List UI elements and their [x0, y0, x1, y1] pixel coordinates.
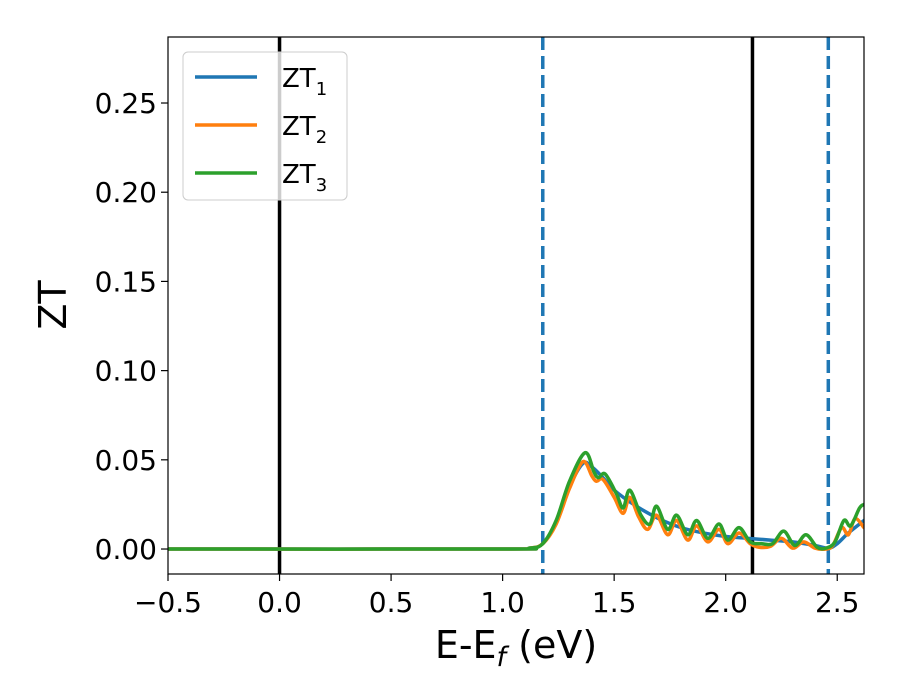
series-line-zt3: [168, 450, 864, 551]
x-tick-label: 1.0: [480, 586, 525, 619]
legend-label: ZT1: [282, 64, 327, 100]
y-tick-label: 0.15: [95, 265, 157, 298]
legend-label: ZT2: [282, 112, 327, 148]
y-tick-label: 0.20: [95, 176, 157, 209]
x-tick-label: −0.5: [134, 586, 202, 619]
x-axis-label: E-Ef (eV): [435, 623, 597, 673]
y-tick-label: 0.00: [95, 533, 157, 566]
y-axis-label: ZT: [31, 280, 75, 330]
series-line-zt2: [168, 459, 864, 551]
x-tick-label: 2.5: [815, 586, 860, 619]
x-tick-label: 1.5: [592, 586, 637, 619]
plot-frame: [167, 36, 865, 575]
legend-label: ZT3: [282, 160, 327, 196]
legend-box: [182, 51, 348, 201]
y-tick-label: 0.05: [95, 444, 157, 477]
x-tick-label: 0.5: [369, 586, 414, 619]
legend: ZT1 ZT2 ZT3: [182, 51, 348, 201]
x-tick-label: 0.0: [257, 586, 302, 619]
y-tick-label: 0.10: [95, 355, 157, 388]
x-tick-label: 2.0: [703, 586, 748, 619]
y-tick-label: 0.25: [95, 87, 157, 120]
